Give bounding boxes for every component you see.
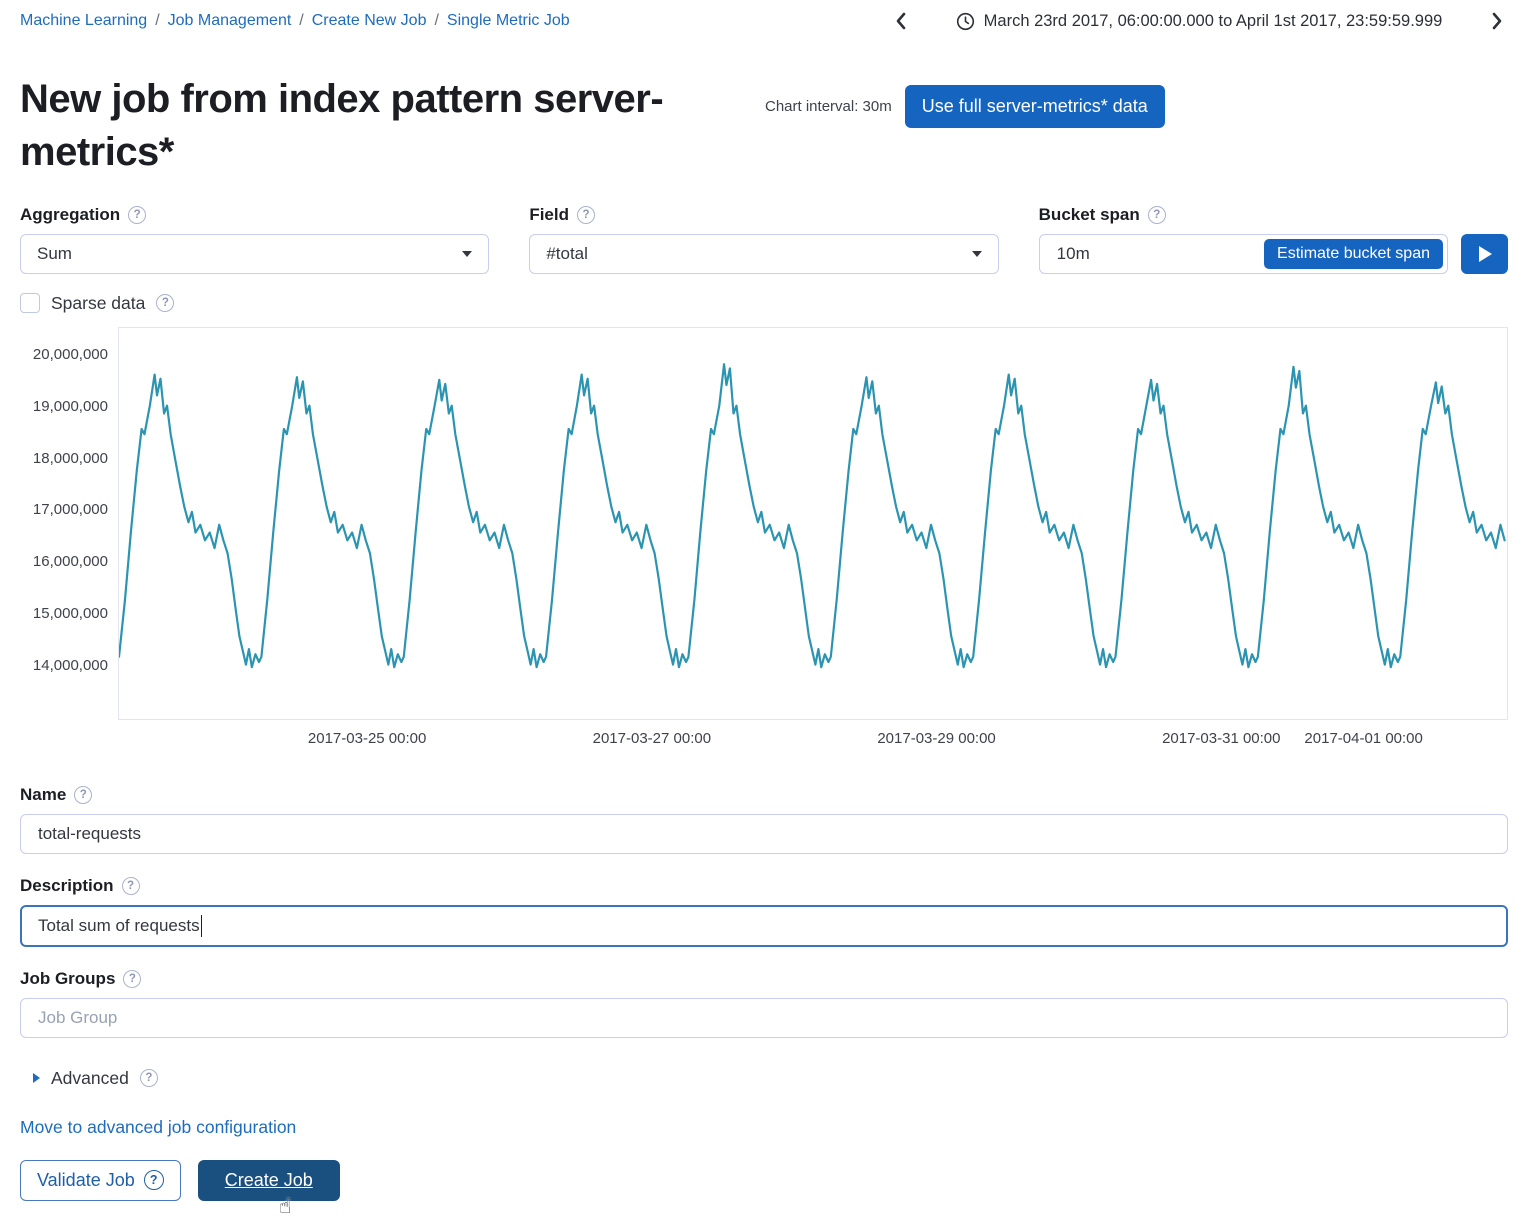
metric-preview-chart: 20,000,000 19,000,000 18,000,000 17,000,000…: [20, 326, 1508, 747]
aggregation-help-icon[interactable]: ?: [128, 205, 147, 224]
name-label: Name: [20, 784, 67, 804]
time-series-line: [119, 362, 1506, 668]
y-axis-tick-label: 14,000,000: [32, 656, 108, 674]
move-to-advanced-link[interactable]: Move to advanced job configuration: [20, 1116, 297, 1137]
job-name-input[interactable]: [20, 813, 1508, 854]
aggregation-select[interactable]: Sum: [20, 233, 490, 274]
chevron-down-icon: [971, 250, 982, 257]
description-label: Description: [20, 875, 114, 895]
advanced-help-icon[interactable]: ?: [139, 1069, 158, 1088]
sparse-data-help-icon[interactable]: ?: [156, 294, 175, 313]
mouse-cursor-icon: ☝: [278, 1193, 292, 1218]
action-buttons: Validate Job ? Create Job ☝: [20, 1159, 1508, 1218]
field-value: #total: [546, 243, 588, 263]
breadcrumb-create-new-job[interactable]: Create New Job: [311, 12, 427, 29]
time-range-next-button[interactable]: [1486, 9, 1508, 33]
page-header: New job from index pattern server-metric…: [0, 73, 1528, 179]
chart-interval-label: Chart interval: 30m: [765, 98, 892, 115]
disclosure-triangle-icon: [33, 1073, 40, 1084]
time-range-prev-button[interactable]: [890, 9, 912, 33]
aggregation-value: Sum: [37, 243, 72, 263]
question-circle-icon: ?: [143, 1170, 164, 1191]
job-description-value: Total sum of requests: [38, 915, 200, 935]
top-bar: Machine Learning / Job Management / Crea…: [0, 0, 1528, 33]
chevron-down-icon: [462, 250, 473, 257]
breadcrumb-machine-learning[interactable]: Machine Learning: [20, 12, 148, 29]
text-cursor: [200, 914, 203, 937]
breadcrumb-single-metric-job[interactable]: Single Metric Job: [446, 12, 570, 29]
description-help-icon[interactable]: ?: [121, 876, 140, 895]
y-axis-tick-label: 20,000,000: [32, 346, 108, 364]
play-icon: [1479, 245, 1493, 262]
x-axis-tick-label: 2017-03-31 00:00: [1162, 729, 1281, 747]
advanced-toggle[interactable]: Advanced ?: [20, 1068, 1508, 1089]
breadcrumb-separator: /: [155, 12, 160, 29]
x-axis-tick-label: 2017-04-01 00:00: [1304, 729, 1423, 747]
y-axis-tick-label: 18,000,000: [32, 449, 108, 467]
x-axis-tick-label: 2017-03-25 00:00: [307, 729, 427, 747]
y-axis-labels: 20,000,000 19,000,000 18,000,000 17,000,000…: [20, 327, 108, 720]
time-range-display[interactable]: March 23rd 2017, 06:00:00.000 to April 1…: [912, 12, 1486, 31]
clock-icon: [956, 12, 974, 30]
breadcrumb: Machine Learning / Job Management / Crea…: [20, 12, 570, 30]
job-description-input[interactable]: Total sum of requests: [20, 904, 1508, 947]
x-axis-tick-label: 2017-03-29 00:00: [877, 729, 996, 747]
chevron-right-icon: [1492, 12, 1502, 30]
bucket-span-label: Bucket span: [1038, 204, 1140, 224]
y-axis-tick-label: 19,000,000: [32, 397, 108, 415]
y-axis-tick-label: 17,000,000: [32, 501, 108, 519]
time-range-picker: March 23rd 2017, 06:00:00.000 to April 1…: [890, 9, 1508, 33]
sparse-data-label: Sparse data: [51, 292, 146, 313]
chevron-left-icon: [896, 12, 906, 30]
page-title: New job from index pattern server-metric…: [20, 77, 664, 174]
create-job-button[interactable]: Create Job ☝: [197, 1159, 340, 1218]
x-axis-tick-label: 2017-03-27 00:00: [592, 729, 712, 747]
field-label: Field: [529, 204, 569, 224]
sparse-data-checkbox[interactable]: [20, 293, 40, 314]
field-select[interactable]: #total: [529, 233, 999, 274]
job-groups-help-icon[interactable]: ?: [123, 969, 142, 988]
sparse-data-row: Sparse data ?: [0, 293, 1528, 314]
bucket-span-help-icon[interactable]: ?: [1147, 205, 1166, 224]
field-help-icon[interactable]: ?: [577, 205, 595, 224]
chart-plot-area: [118, 326, 1508, 720]
breadcrumb-separator: /: [434, 12, 439, 29]
job-groups-label: Job Groups: [20, 968, 116, 988]
run-preview-button[interactable]: [1460, 233, 1508, 274]
advanced-label: Advanced: [51, 1067, 129, 1088]
estimate-bucket-span-button[interactable]: Estimate bucket span: [1264, 238, 1443, 269]
time-range-text: March 23rd 2017, 06:00:00.000 to April 1…: [983, 11, 1443, 30]
breadcrumb-job-management[interactable]: Job Management: [167, 12, 292, 29]
create-job-label: Create Job: [224, 1169, 313, 1190]
y-axis-tick-label: 15,000,000: [32, 605, 108, 623]
validate-job-button[interactable]: Validate Job ?: [20, 1159, 181, 1201]
y-axis-tick-label: 16,000,000: [32, 553, 108, 571]
job-config-row: Aggregation ? Sum Field ? #total Bucket …: [0, 205, 1528, 274]
validate-job-label: Validate Job: [37, 1169, 135, 1190]
name-help-icon[interactable]: ?: [74, 785, 93, 804]
job-groups-input[interactable]: [20, 997, 1508, 1038]
use-full-data-button[interactable]: Use full server-metrics* data: [904, 85, 1165, 128]
breadcrumb-separator: /: [299, 12, 304, 29]
x-axis-labels: 2017-03-25 00:00 2017-03-27 00:00 2017-03-…: [118, 725, 1508, 747]
aggregation-label: Aggregation: [20, 204, 121, 224]
